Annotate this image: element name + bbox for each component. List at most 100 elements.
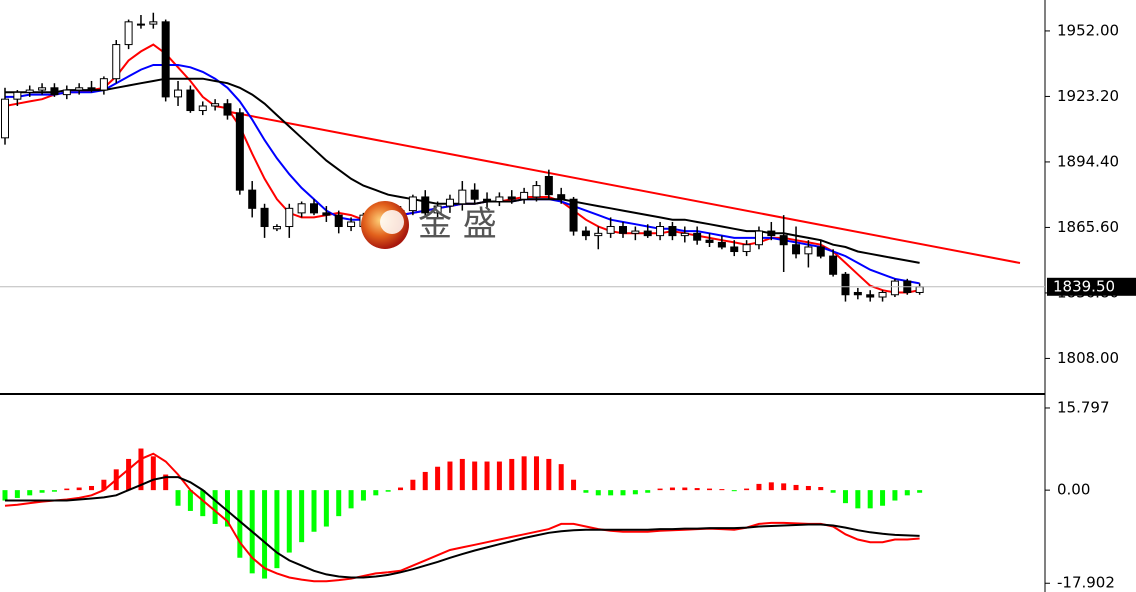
candle-body <box>693 232 702 241</box>
histogram-bar <box>447 461 453 491</box>
histogram-bar <box>830 490 836 493</box>
histogram-bar <box>64 488 70 491</box>
candle-body <box>87 87 96 91</box>
histogram-bar <box>138 448 144 491</box>
candle-body <box>38 87 47 91</box>
candle-body <box>730 246 739 253</box>
histogram-bar <box>348 490 354 509</box>
candle-body <box>408 196 417 212</box>
current-price-label: 1839.50 <box>1053 277 1115 295</box>
candle-body <box>198 105 207 112</box>
candle-body <box>656 226 665 237</box>
histogram-bar <box>126 458 132 491</box>
candle-body <box>223 103 232 116</box>
histogram-bar <box>669 487 675 491</box>
histogram-bar <box>51 490 57 492</box>
histogram-bar <box>793 484 799 491</box>
candle-body <box>458 189 467 205</box>
histogram-bar <box>768 482 774 491</box>
candle-body <box>470 189 479 200</box>
histogram-bar <box>818 487 824 491</box>
candle-body <box>816 246 825 257</box>
histogram-bar <box>595 490 601 496</box>
candle-body <box>421 196 430 214</box>
histogram-bar <box>719 489 725 491</box>
histogram-bar <box>892 490 898 501</box>
candle-body <box>792 244 801 255</box>
histogram-bar <box>14 490 20 498</box>
histogram-bar <box>484 461 490 491</box>
histogram-bar <box>781 483 787 491</box>
histogram-bar <box>224 490 230 527</box>
candle-body <box>124 21 133 46</box>
y-tick-label: 1808.00 <box>1057 349 1119 367</box>
histogram-bar <box>571 479 577 491</box>
candle-body <box>235 112 244 191</box>
histogram-bar <box>39 490 45 493</box>
candle-body <box>211 103 220 107</box>
histogram-bar <box>472 461 478 491</box>
histogram-bar <box>76 487 82 491</box>
candle-body <box>779 235 788 246</box>
histogram-bar <box>558 464 564 491</box>
candle-body <box>161 21 170 98</box>
histogram-bar <box>163 474 169 491</box>
histogram-bar <box>212 490 218 524</box>
candle-body <box>829 255 838 275</box>
candle-body <box>742 244 751 253</box>
histogram-bar <box>422 471 428 491</box>
y-tick-label: 0.00 <box>1057 481 1090 499</box>
histogram-bar <box>694 488 700 491</box>
histogram-bar <box>27 490 33 496</box>
y-tick-label: 1923.20 <box>1057 87 1119 105</box>
histogram-bar <box>398 487 404 491</box>
histogram-bar <box>175 490 181 506</box>
candle-body <box>260 207 269 228</box>
histogram-bar <box>459 458 465 491</box>
candle-body <box>890 280 899 296</box>
histogram-bar <box>842 490 848 504</box>
y-tick-label: -17.902 <box>1057 574 1115 592</box>
candle-body <box>483 198 492 203</box>
watermark-text: 金 盛 <box>418 205 497 245</box>
histogram-bar <box>89 485 95 491</box>
candle-body <box>804 246 813 255</box>
y-tick-label: 1952.00 <box>1057 21 1119 39</box>
indicator-line <box>5 476 920 579</box>
candle-body <box>297 203 306 214</box>
histogram-bar <box>187 490 193 511</box>
candle-body <box>322 212 331 216</box>
histogram-bar <box>855 490 861 509</box>
candle-body <box>334 214 343 228</box>
histogram-bar <box>917 490 923 493</box>
candle-body <box>112 44 121 80</box>
histogram-bar <box>756 483 762 491</box>
histogram-bar <box>805 485 811 491</box>
candle-body <box>717 241 726 248</box>
histogram-bar <box>373 490 379 496</box>
candle-body <box>581 230 590 237</box>
histogram-bar <box>744 488 750 491</box>
histogram-bar <box>150 456 156 491</box>
histogram-bar <box>620 490 626 496</box>
candle-body <box>149 21 158 25</box>
candle-body <box>643 230 652 237</box>
y-tick-label: 1865.60 <box>1057 218 1119 236</box>
histogram-bar <box>435 466 441 491</box>
histogram-bar <box>410 479 416 491</box>
candle-body <box>507 196 516 200</box>
histogram-bar <box>608 490 614 496</box>
candle-body <box>1 98 9 139</box>
candle-body <box>705 239 714 243</box>
candle-body <box>915 286 924 293</box>
candle-body <box>285 207 294 228</box>
candle-body <box>310 203 318 214</box>
histogram-bar <box>200 490 206 517</box>
histogram-bar <box>521 456 527 491</box>
histogram-bar <box>880 490 886 506</box>
candle-body <box>668 226 677 237</box>
trend-line <box>229 111 1021 264</box>
candle-body <box>680 232 689 237</box>
histogram-bar <box>262 490 268 579</box>
